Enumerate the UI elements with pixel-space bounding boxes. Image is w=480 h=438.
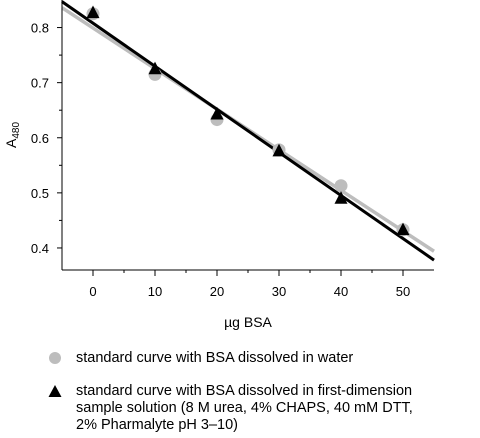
fit-lines xyxy=(61,0,435,262)
gray-circle-marker-icon xyxy=(49,352,61,364)
x-tick-label: 10 xyxy=(148,284,162,299)
legend-item-sample-solution: standard curve with BSA dissolved in fir… xyxy=(48,383,413,434)
x-tick-label: 0 xyxy=(89,284,96,299)
legend-item-water: standard curve with BSA dissolved in wat… xyxy=(48,350,353,367)
axes: 0 10 20 30 40 50 0.4 0.5 0.6 0.7 0.8 xyxy=(31,0,434,299)
x-tick-label: 30 xyxy=(272,284,286,299)
x-tick-label: 20 xyxy=(210,284,224,299)
y-tick-label: 0.6 xyxy=(31,131,49,146)
data-point-triangle xyxy=(396,222,410,236)
y-tick-label: 0.7 xyxy=(31,76,49,91)
y-tick-label: 0.8 xyxy=(31,21,49,36)
data-point-triangle xyxy=(272,143,286,157)
fit-line-sample-solution xyxy=(61,0,435,262)
black-triangle-marker-icon xyxy=(48,385,62,397)
y-tick-label: 0.4 xyxy=(31,241,49,256)
data-point-triangle xyxy=(148,61,162,75)
data-point-triangle xyxy=(86,5,100,19)
y-axis-title-subscript: 480 xyxy=(11,122,22,139)
y-axis-title: A480 xyxy=(3,122,22,148)
data-markers xyxy=(86,5,410,237)
y-tick-label: 0.5 xyxy=(31,186,49,201)
x-axis-title: µg BSA xyxy=(224,314,272,330)
legend-label-sample-solution: standard curve with BSA dissolved in fir… xyxy=(76,383,413,433)
chart-plot: 0 10 20 30 40 50 0.4 0.5 0.6 0.7 0.8 µg BSA A480 xyxy=(3,0,435,330)
data-point-triangle xyxy=(334,191,348,204)
data-point-triangle xyxy=(210,106,224,120)
y-axis-title-letter: A xyxy=(3,138,19,148)
legend-label-water: standard curve with BSA dissolved in wat… xyxy=(76,350,354,366)
x-tick-label: 50 xyxy=(396,284,410,299)
x-tick-label: 40 xyxy=(334,284,348,299)
data-point-circle xyxy=(334,179,348,193)
